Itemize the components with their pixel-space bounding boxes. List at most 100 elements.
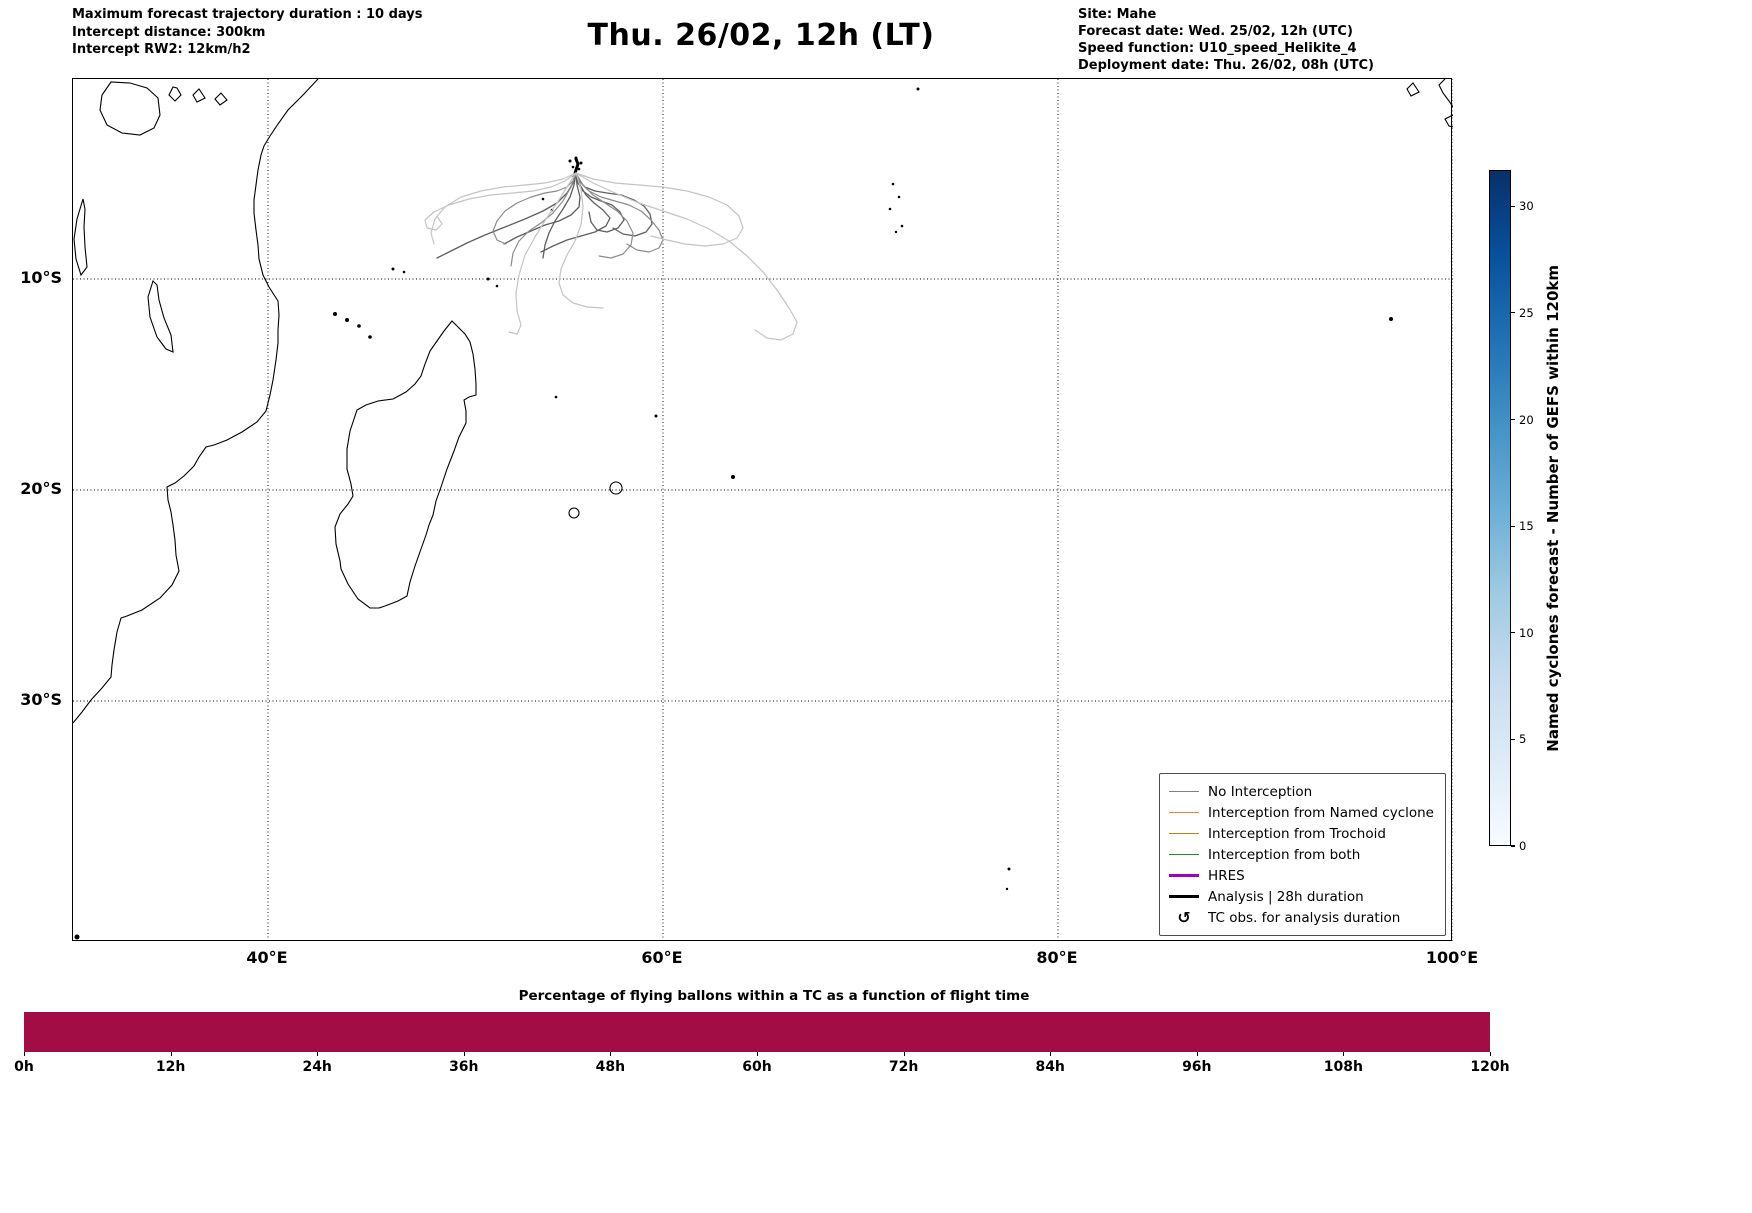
island-dot xyxy=(577,167,581,171)
colorbar-tick-mark xyxy=(1511,418,1515,421)
colorbar-tick-label: 25 xyxy=(1519,305,1534,320)
hres-line-icon xyxy=(1169,873,1200,878)
named-cyclone-line-icon xyxy=(1169,811,1200,814)
island-dot xyxy=(357,324,361,328)
intercept-distance-text: Intercept distance: 300km xyxy=(72,24,266,40)
footer-tick-label: 60h xyxy=(742,1059,772,1075)
island-dot xyxy=(1007,867,1011,871)
balloon-trajectory xyxy=(575,172,664,253)
colorbar-tick-label: 30 xyxy=(1519,199,1534,214)
legend-label: TC obs. for analysis duration xyxy=(1208,909,1401,926)
trochoid-line-icon xyxy=(1169,832,1200,835)
island-dot xyxy=(486,277,490,281)
footer-tick-mark xyxy=(1343,1052,1345,1056)
footer-tick-mark xyxy=(170,1052,172,1056)
island-dot xyxy=(571,165,575,169)
legend-item: Interception from Named cyclone xyxy=(1169,802,1434,823)
colorbar-tick-mark xyxy=(1511,632,1515,634)
footer-tick-mark xyxy=(1490,1052,1491,1056)
both-line-icon xyxy=(1169,853,1200,856)
tc-percentage-bar xyxy=(24,1012,1490,1052)
coastline-madagascar xyxy=(334,320,477,609)
coastline-sumatra-coast-corner xyxy=(1438,79,1453,108)
legend-label: Interception from Trochoid xyxy=(1208,825,1386,842)
coastline-africa-east-coast xyxy=(73,79,319,724)
footer-tick-mark xyxy=(463,1052,465,1056)
x-tick-80E: 80°E xyxy=(1036,948,1078,967)
coastline-lake-tanganyika xyxy=(73,198,88,277)
balloon-trajectory xyxy=(510,172,577,267)
legend-item: ↺ TC obs. for analysis duration xyxy=(1169,907,1434,928)
run-parameters-block: Maximum forecast trajectory duration : 1… xyxy=(72,6,423,59)
footer-tick-mark xyxy=(610,1052,612,1056)
coastline-sumatra-coast-lower xyxy=(1444,114,1453,128)
colorbar-tick-label: 0 xyxy=(1519,839,1527,853)
colorbar-tick-label: 5 xyxy=(1519,732,1527,747)
balloon-trajectory xyxy=(542,172,577,259)
legend-label: Interception from both xyxy=(1208,846,1361,863)
legend-item: Analysis | 28h duration xyxy=(1169,886,1434,907)
island-outline xyxy=(609,481,623,495)
figure-title: Thu. 26/02, 12h (LT) xyxy=(587,18,935,53)
island-dot xyxy=(916,87,920,91)
island-dot xyxy=(345,318,349,322)
island-dot xyxy=(897,195,901,199)
footer-tick-label: 84h xyxy=(1035,1059,1065,1075)
legend-label: No Interception xyxy=(1208,783,1313,800)
island-dot xyxy=(1005,887,1009,891)
island-dot xyxy=(554,395,558,399)
footer-tick-label: 48h xyxy=(595,1059,626,1075)
island-dot xyxy=(495,284,499,288)
legend-item: No Interception xyxy=(1169,781,1434,802)
footer-tick-label: 36h xyxy=(449,1059,479,1075)
colorbar-tick-label: 10 xyxy=(1519,625,1534,640)
coastline-small-lake-2 xyxy=(192,88,206,103)
x-tick-40E: 40°E xyxy=(246,948,288,967)
island-dot xyxy=(579,161,583,165)
colorbar-label: Named cyclones forecast - Number of GEFS… xyxy=(1544,264,1562,752)
named-cyclone-line-icon xyxy=(1169,811,1200,814)
footer-tick-label: 0h xyxy=(14,1059,34,1075)
balloon-trajectory xyxy=(575,172,744,247)
island-dot xyxy=(402,270,406,274)
footer-tick-label: 24h xyxy=(302,1059,332,1075)
colorbar-ticks: 0 5 10 15 20 25 30 xyxy=(1511,170,1557,853)
legend-items: No Interception Interception from Named c… xyxy=(1169,781,1434,928)
tc-obs-rotate-icon: ↺ xyxy=(1177,907,1191,927)
both-line-icon xyxy=(1169,853,1200,856)
island-dot xyxy=(1389,317,1393,321)
balloon-trajectory xyxy=(558,172,604,309)
footer-tick-label: 108h xyxy=(1323,1059,1363,1075)
forecast-date-text: Forecast date: Wed. 25/02, 12h (UTC) xyxy=(1078,24,1353,39)
legend-item: HRES xyxy=(1169,865,1434,886)
analysis-line-icon xyxy=(1169,894,1200,899)
colorbar-tick-label: 20 xyxy=(1519,412,1534,427)
x-tick-60E: 60°E xyxy=(641,948,683,967)
footer-chart-title: Percentage of flying ballons within a TC… xyxy=(518,988,1030,1004)
analysis-line-icon xyxy=(1169,894,1200,899)
balloon-trajectory xyxy=(575,172,625,233)
island-dot xyxy=(888,207,892,211)
island-dot xyxy=(900,224,904,228)
balloon-trajectory xyxy=(540,172,611,253)
footer-tick-mark xyxy=(24,1052,25,1056)
island-dot xyxy=(333,312,337,316)
island-dot xyxy=(368,335,372,339)
map-canvas xyxy=(73,79,1453,942)
coastline-lake-victoria xyxy=(99,81,161,136)
colorbar-tick-label: 15 xyxy=(1519,519,1534,534)
intercept-rw2-text: Intercept RW2: 12km/h2 xyxy=(72,42,251,57)
colorbar-gradient xyxy=(1489,170,1511,846)
y-tick-10S: 10°S xyxy=(20,268,62,287)
footer-tick-label: 120h xyxy=(1470,1059,1510,1075)
legend-item: Interception from Trochoid xyxy=(1169,823,1434,844)
map-axes: No Interception Interception from Named c… xyxy=(72,78,1453,942)
balloon-trajectory xyxy=(575,172,634,259)
legend-label: Interception from Named cyclone xyxy=(1208,804,1434,821)
map-legend: No Interception Interception from Named c… xyxy=(1159,773,1446,936)
deployment-date-text: Deployment date: Thu. 26/02, 08h (UTC) xyxy=(1078,58,1374,73)
balloon-trajectory xyxy=(424,172,577,231)
y-tick-20S: 20°S xyxy=(20,479,62,498)
y-tick-30S: 30°S xyxy=(20,690,62,709)
legend-label: HRES xyxy=(1208,867,1245,884)
